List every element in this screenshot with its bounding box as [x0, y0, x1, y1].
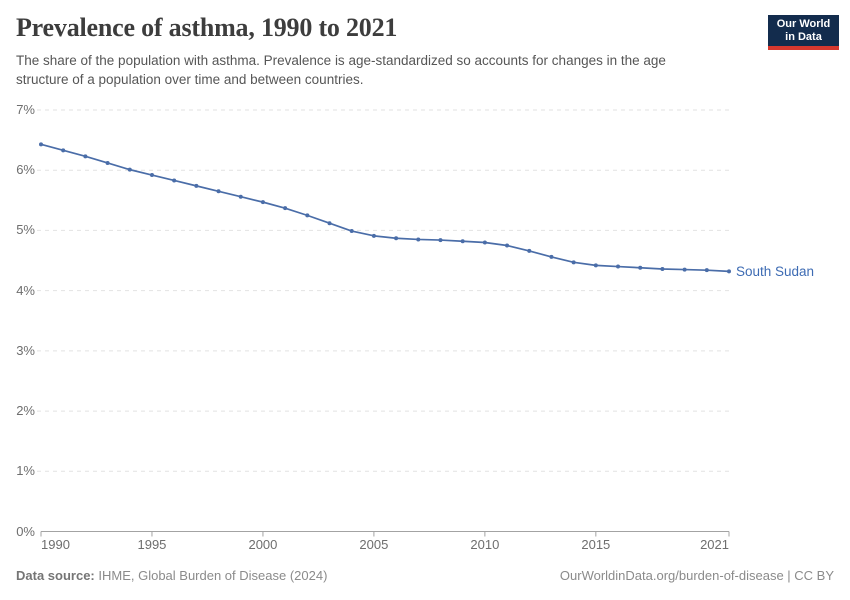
data-point[interactable] [194, 183, 199, 188]
data-point[interactable] [371, 233, 376, 238]
data-point[interactable] [704, 268, 709, 273]
owid-logo-text: in Data [785, 31, 822, 43]
data-point[interactable] [127, 167, 132, 172]
chart-subtitle: The share of the population with asthma.… [16, 51, 666, 89]
data-point[interactable] [149, 173, 154, 178]
data-point[interactable] [260, 200, 265, 205]
data-point[interactable] [327, 221, 332, 226]
y-tick-label-6pct: 6% [16, 162, 35, 178]
data-point[interactable] [727, 269, 731, 274]
data-point[interactable] [105, 160, 110, 165]
series-line[interactable] [40, 143, 730, 273]
x-tick-label-2015: 2015 [581, 537, 611, 552]
data-point[interactable] [527, 248, 532, 253]
y-tick-label-4pct: 4% [16, 282, 35, 298]
data-point[interactable] [505, 243, 510, 248]
data-point[interactable] [61, 148, 66, 153]
data-point[interactable] [305, 213, 310, 218]
data-point[interactable] [593, 263, 598, 268]
owid-logo[interactable]: Our World in Data [768, 15, 839, 50]
data-point[interactable] [83, 154, 88, 159]
data-point[interactable] [238, 194, 243, 199]
x-tick-label-2021: 2021 [700, 537, 729, 552]
y-tick-label-1pct: 1% [16, 463, 35, 479]
data-point[interactable] [172, 178, 177, 183]
data-point[interactable] [39, 142, 43, 147]
data-point[interactable] [616, 264, 621, 269]
owid-logo-text: Our World [776, 18, 831, 30]
y-tick-label-2pct: 2% [16, 403, 35, 419]
x-tick-label-1995: 1995 [137, 537, 167, 552]
chart-title: Prevalence of asthma, 1990 to 2021 [16, 13, 398, 42]
x-tick-label-2005: 2005 [359, 537, 389, 552]
data-point[interactable] [438, 238, 443, 243]
data-point[interactable] [416, 237, 421, 242]
y-tick-label-5pct: 5% [16, 222, 35, 238]
data-point[interactable] [571, 260, 576, 265]
data-point[interactable] [216, 189, 221, 194]
y-tick-label-3pct: 3% [16, 342, 35, 358]
chart-subtitle-line: structure of a population over time and … [16, 72, 364, 87]
data-point[interactable] [394, 236, 399, 241]
data-source: Data source: IHME, Global Burden of Dise… [16, 568, 327, 583]
data-point[interactable] [482, 240, 487, 245]
series-entity-label[interactable]: South Sudan [736, 264, 814, 279]
data-point[interactable] [660, 266, 665, 271]
data-point[interactable] [460, 239, 465, 244]
x-tick-label-2000: 2000 [248, 537, 278, 552]
data-point[interactable] [549, 254, 554, 259]
x-tick-label-2010: 2010 [470, 537, 500, 552]
data-source-label: Data source: [16, 568, 95, 583]
data-source-value: IHME, Global Burden of Disease (2024) [94, 568, 328, 583]
chart-subtitle-line: The share of the population with asthma.… [16, 53, 666, 68]
data-point[interactable] [682, 267, 687, 272]
data-point[interactable] [349, 229, 354, 234]
y-tick-label-0pct: 0% [16, 523, 35, 539]
x-tick-label-1990: 1990 [41, 537, 70, 552]
data-point[interactable] [638, 265, 643, 270]
footer-license-link[interactable]: OurWorldinData.org/burden-of-disease | C… [559, 568, 834, 583]
data-point[interactable] [283, 206, 288, 211]
y-tick-label-7pct: 7% [16, 102, 35, 117]
